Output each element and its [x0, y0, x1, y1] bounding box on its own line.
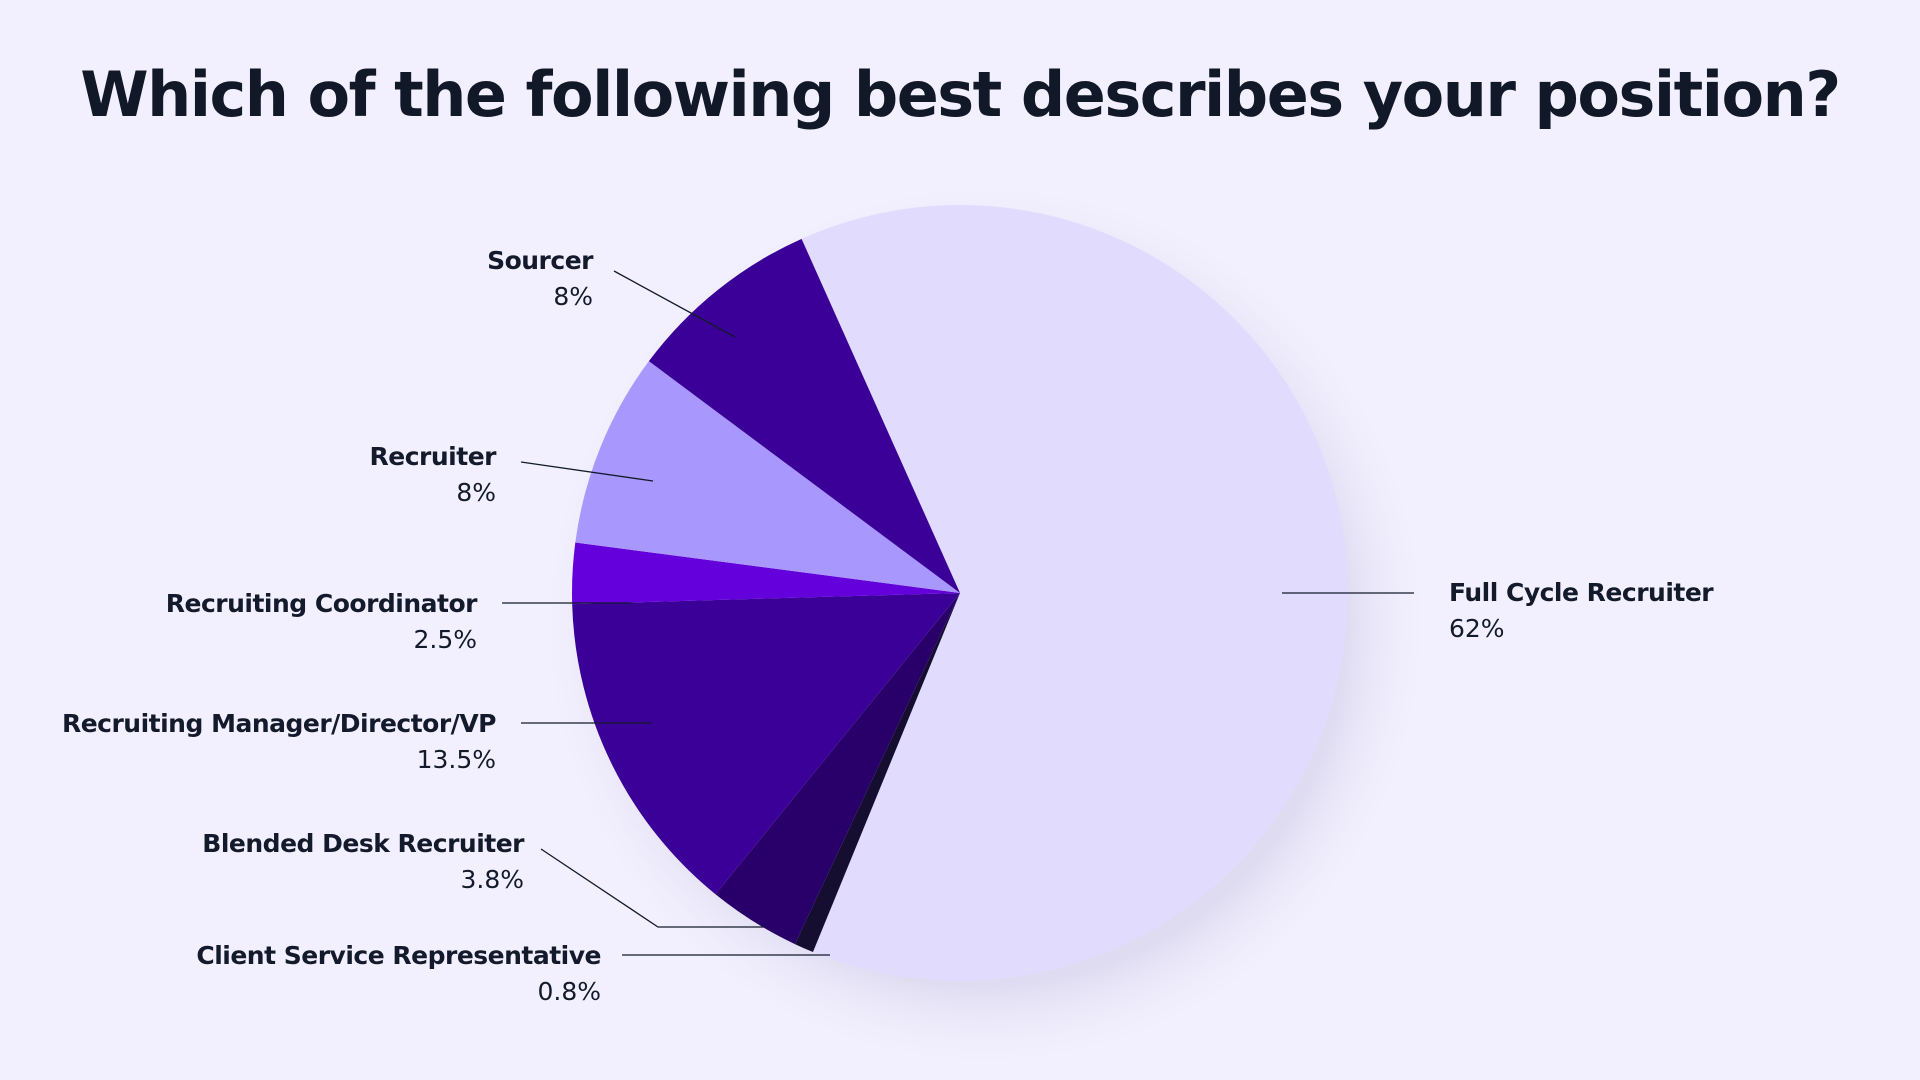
label-sourcer: Sourcer 8%: [487, 248, 593, 309]
pie-slice-full-cycle-recruiter: [801, 205, 1348, 982]
label-value: 8%: [553, 282, 593, 311]
leader-lines: [502, 270, 1414, 956]
pie-slice-sourcer: [648, 238, 960, 593]
pie-slice-recruiting-coordinator: [571, 542, 960, 605]
label-value: 62%: [1449, 614, 1505, 643]
label-value: 8%: [456, 478, 496, 507]
label-name: Recruiting Manager/Director/VP: [61, 709, 497, 738]
label-name: Client Service Representative: [196, 941, 601, 970]
leader-line-sourcer: [613, 270, 736, 338]
pie-slice-recruiter: [575, 361, 960, 593]
label-manager: Recruiting Manager/Director/VP 13.5%: [61, 709, 497, 774]
leader-line-recruiter: [520, 461, 654, 482]
label-coordinator: Recruiting Coordinator 2.5%: [165, 589, 478, 654]
label-blended: Blended Desk Recruiter 3.8%: [202, 831, 524, 892]
label-value: 0.8%: [537, 977, 601, 1006]
label-name: Blended Desk Recruiter: [202, 829, 524, 858]
label-client: Client Service Representative 0.8%: [196, 943, 601, 1004]
chart-title: Which of the following best describes yo…: [80, 58, 1841, 131]
leader-line-blended: [540, 848, 765, 928]
pie-slice-recruiting-manager-director-vp: [572, 593, 960, 895]
label-name: Full Cycle Recruiter: [1449, 578, 1714, 607]
label-name: Sourcer: [487, 246, 593, 275]
pie-slices: [571, 205, 1348, 982]
label-fullcycle: Full Cycle Recruiter 62%: [1449, 578, 1714, 643]
label-value: 2.5%: [413, 625, 477, 654]
label-name: Recruiter: [369, 442, 497, 471]
label-value: 3.8%: [460, 865, 524, 894]
label-name: Recruiting Coordinator: [165, 589, 478, 618]
label-recruiter: Recruiter 8%: [369, 442, 497, 507]
pie-slice-client-service-representative: [794, 593, 960, 953]
label-value: 13.5%: [416, 745, 496, 774]
pie-slice-blended-desk-recruiter: [715, 593, 960, 945]
